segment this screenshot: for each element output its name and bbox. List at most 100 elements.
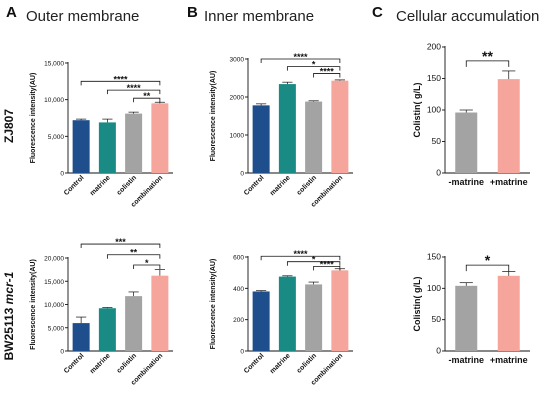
y-tick-label: 150 [427, 73, 441, 83]
significance-bracket [286, 66, 341, 71]
panel-title-inner-membrane: Inner membrane [204, 8, 314, 25]
row-label-zj807: ZJ807 [2, 109, 16, 143]
significance-label: **** [320, 259, 335, 269]
significance-label: ** [143, 91, 151, 101]
bar-matrine [98, 308, 116, 351]
chart-c1: 0 50 100 150 200 Colistin( g/L) -matrine +matri… [412, 42, 530, 187]
y-tick-label: 20,000 [44, 256, 64, 263]
significance-label: * [145, 258, 149, 268]
significance-bracket [260, 58, 341, 63]
y-tick-label: 15,000 [44, 61, 64, 68]
y-tick-label: 0 [60, 171, 64, 178]
category-label-matrine: matrine [89, 352, 112, 375]
significance-label: **** [293, 52, 308, 62]
panel-title-cellular-accumulation: Cellular accumulation [396, 8, 539, 25]
significance-bracket [313, 73, 341, 78]
significance-label: ** [130, 248, 138, 258]
bar-matrine [278, 276, 296, 351]
significance-bracket [260, 255, 341, 261]
significance-label: **** [113, 74, 128, 84]
panel-letter-a: A [6, 4, 17, 21]
y-tick-label: 5,000 [48, 134, 65, 141]
bar-combination [331, 270, 349, 351]
panel-letter-b: B [187, 4, 198, 21]
bar-control [72, 120, 90, 173]
bar-matrine [497, 275, 520, 351]
bar-matrine [455, 112, 478, 173]
y-axis-label: Colistin( g/L) [412, 83, 422, 138]
significance-label: * [312, 60, 316, 70]
category-label-matrine: matrine [269, 352, 292, 375]
y-tick-label: 150 [427, 252, 441, 262]
significance-bracket [80, 80, 161, 86]
category-label-matrine: +matrine [490, 355, 528, 365]
y-tick-label: 100 [427, 283, 441, 293]
y-tick-label: 10,000 [44, 302, 64, 309]
row-label-bw25113: BW25113 mcr-1 [2, 271, 16, 360]
category-label-colistin: colistin [116, 174, 138, 196]
significance-bracket [286, 261, 341, 266]
category-label-matrine: -matrine [448, 177, 484, 187]
bar-combination [331, 80, 349, 173]
significance-bracket [133, 97, 161, 103]
significance-label: * [312, 255, 316, 265]
bar-matrine [278, 84, 296, 173]
significance-label: **** [127, 83, 142, 93]
y-axis-label: Fluorescence intensity(AU) [30, 73, 37, 164]
chart-a2: 0 5,000 10,000 15,000 20,000 Fluorescence int… [30, 237, 173, 387]
bar-colistin [125, 296, 143, 351]
chart-panels: 0 5,000 10,000 15,000 Fluorescence intensity… [30, 42, 530, 387]
y-tick-label: 100 [427, 105, 441, 115]
significance-label: **** [320, 66, 335, 76]
y-tick-label: 0 [60, 349, 64, 356]
significance-bracket [313, 266, 341, 271]
y-tick-label: 0 [436, 168, 441, 178]
category-label-colistin: colistin [296, 352, 318, 374]
row-label-gene: mcr-1 [2, 271, 16, 304]
category-label-matrine: -matrine [448, 355, 484, 365]
bar-matrine [98, 122, 116, 173]
bar-matrine [455, 285, 478, 351]
category-label-control: Control [63, 174, 86, 197]
significance-bracket [80, 243, 161, 249]
y-tick-label: 200 [233, 317, 244, 324]
category-label-colistin: colistin [296, 174, 318, 196]
panel-title-outer-membrane: Outer membrane [26, 8, 139, 25]
category-label-control: Control [243, 352, 266, 375]
y-tick-label: 2000 [230, 95, 245, 102]
y-tick-label: 0 [436, 346, 441, 356]
y-tick-label: 50 [432, 136, 442, 146]
significance-bracket [106, 89, 161, 95]
y-tick-label: 200 [427, 42, 441, 52]
y-axis-label: Fluorescence intensity(AU) [30, 259, 37, 350]
row-label-strain: BW25113 [2, 304, 16, 360]
significance-label: **** [293, 249, 308, 259]
y-axis-label: Fluorescence intensity(AU) [210, 71, 217, 162]
bar-colistin [305, 284, 323, 351]
category-label-colistin: colistin [116, 352, 138, 374]
y-axis-label: Colistin( g/L) [412, 277, 422, 332]
panel-letter-c: C [372, 4, 383, 21]
y-axis-label: Fluorescence intensity(AU) [210, 259, 217, 350]
significance-label: ** [482, 48, 493, 64]
chart-b1: 0 1000 2000 3000 Fluorescence intensity(AU) C… [210, 52, 353, 209]
y-tick-label: 0 [240, 349, 244, 356]
chart-a1: 0 5,000 10,000 15,000 Fluorescence intensity… [30, 61, 173, 209]
chart-b2: 0 200 400 600 Fluorescence intensity(AU) Cont… [210, 249, 353, 387]
y-tick-label: 0 [240, 171, 244, 178]
bar-control [252, 291, 270, 351]
y-tick-label: 15,000 [44, 279, 64, 286]
y-tick-label: 10,000 [44, 97, 64, 104]
bar-combination [151, 275, 169, 351]
y-tick-label: 600 [233, 255, 244, 262]
significance-label: * [485, 252, 491, 268]
category-label-control: Control [63, 352, 86, 375]
bar-matrine [497, 79, 520, 173]
category-label-matrine: matrine [269, 174, 292, 197]
bar-combination [151, 103, 169, 173]
bar-colistin [305, 101, 323, 173]
y-tick-label: 1000 [230, 133, 245, 140]
bar-colistin [125, 113, 143, 173]
significance-label: *** [115, 237, 126, 247]
